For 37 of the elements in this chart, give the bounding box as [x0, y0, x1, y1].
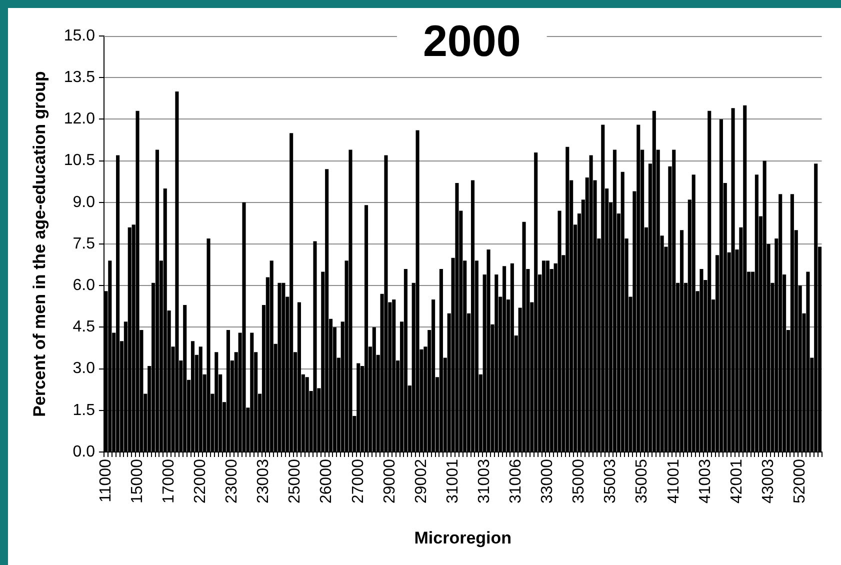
y-tick-label: 13.5	[64, 69, 96, 86]
y-tick-label: 3.0	[72, 360, 96, 378]
x-tick-label: 35005	[634, 458, 651, 504]
x-tick-label: 29002	[412, 458, 430, 504]
x-tick-label: 29000	[381, 458, 398, 504]
y-tick-label: 9.0	[72, 194, 96, 211]
y-tick-label: 10.5	[64, 152, 96, 170]
x-tick-label: 33000	[539, 458, 556, 504]
x-tick-label: 11000	[97, 458, 114, 502]
y-tick-label: 0.0	[72, 443, 96, 460]
y-tick-label: 12.0	[64, 110, 96, 128]
x-tick-label: 35003	[602, 458, 620, 504]
x-tick-label: 26000	[318, 458, 336, 504]
x-tick-label: 15000	[128, 458, 146, 504]
x-tick-label: 23000	[224, 458, 241, 504]
x-tick-label: 43003	[760, 458, 777, 504]
x-tick-label: 25000	[286, 458, 304, 504]
chart-title: 2000	[422, 17, 521, 66]
x-tick-label: 41003	[696, 458, 714, 504]
x-axis-title: Microregion	[414, 528, 512, 548]
y-tick-label: 4.5	[72, 318, 96, 336]
x-tick-label: 31006	[508, 458, 525, 504]
x-tick-label: 17000	[160, 458, 178, 504]
x-tick-label: 23003	[255, 458, 272, 504]
x-tick-label: 27000	[350, 458, 367, 504]
y-tick-label: 7.5	[72, 235, 96, 252]
x-tick-label: 35000	[570, 458, 588, 504]
x-tick-label: 41001	[665, 458, 682, 504]
x-tick-label: 22000	[192, 458, 210, 504]
x-tick-label: 31001	[444, 458, 462, 504]
y-tick-label: 6.0	[72, 277, 96, 294]
y-tick-label: 1.5	[72, 402, 96, 419]
y-axis-title: Percent of men in the age-education group	[30, 71, 49, 417]
y-tick-label: 15.0	[64, 27, 96, 44]
x-tick-label: 42001	[728, 458, 746, 504]
x-tick-label: 52000	[791, 458, 808, 504]
x-tick-label: 31003	[476, 458, 493, 504]
